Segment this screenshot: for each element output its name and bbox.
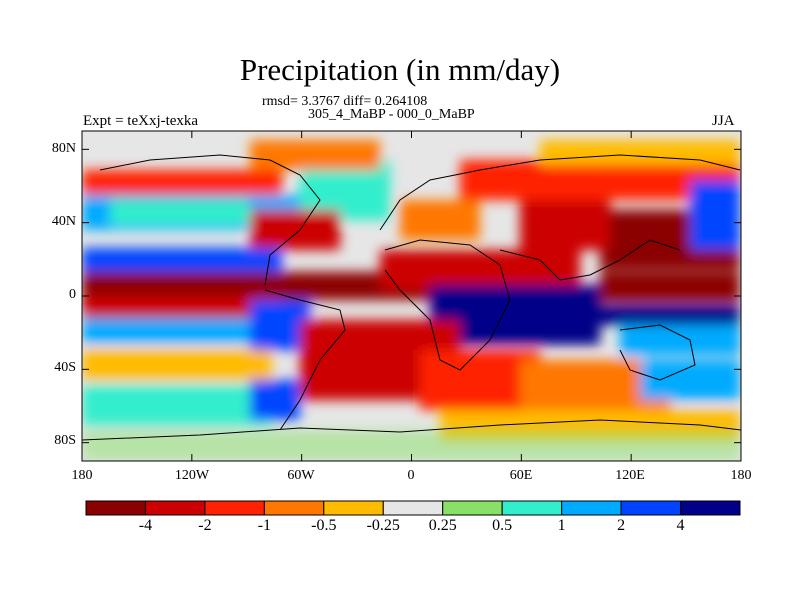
coastline-south-america xyxy=(264,289,346,431)
field-band xyxy=(82,350,272,380)
field-band xyxy=(540,140,740,165)
field-band xyxy=(620,325,740,355)
colorbar-swatch xyxy=(382,500,444,516)
lat-label: 40N xyxy=(51,214,76,229)
lon-label: 60E xyxy=(509,468,533,483)
coastline-africa xyxy=(384,239,511,371)
colorbar-label: -4 xyxy=(138,517,153,534)
lon-label: 0 xyxy=(407,468,415,483)
field-band xyxy=(690,180,740,250)
colorbar-label: 0.5 xyxy=(492,517,513,534)
field-band xyxy=(82,385,272,425)
lon-label: 60W xyxy=(287,468,315,483)
axis-ticks xyxy=(81,131,742,461)
colorbar xyxy=(85,500,741,516)
colorbar-swatch xyxy=(323,500,384,516)
coastline-north-america xyxy=(99,154,321,286)
colorbar-swatch xyxy=(620,500,682,516)
coastlines xyxy=(82,154,741,441)
coastline-eurasia xyxy=(379,154,741,231)
colorbar-label: 0.25 xyxy=(428,517,457,534)
colorbar-swatch xyxy=(561,500,622,516)
colorbar-label: -1 xyxy=(257,517,272,534)
field-band xyxy=(250,380,300,420)
stats-line: rmsd= 3.3767 diff= 0.264108 xyxy=(262,94,428,109)
colorbar-label: 2 xyxy=(617,517,626,534)
field-band xyxy=(600,305,740,325)
experiment-label: Expt = teXxj-texka xyxy=(83,113,199,129)
lon-label: 180 xyxy=(730,468,752,483)
plot-title: Precipitation (in mm/day) xyxy=(239,52,561,87)
coastline-antarctica xyxy=(82,419,741,441)
colorbar-label: 4 xyxy=(676,517,685,534)
colorbar-label: -0.25 xyxy=(366,517,400,534)
field-band xyxy=(600,272,740,302)
colorbar-swatch xyxy=(263,500,325,516)
lat-label: 80N xyxy=(51,141,76,156)
field-band xyxy=(250,210,340,250)
lat-label: 0 xyxy=(69,287,76,302)
lon-label: 120E xyxy=(615,468,645,483)
colorbar-swatch xyxy=(442,500,503,516)
lon-label: 180 xyxy=(71,468,93,483)
case-line: 305_4_MaBP - 000_0_MaBP xyxy=(308,107,475,122)
field-band xyxy=(82,170,282,195)
lat-label: 80S xyxy=(54,433,76,448)
coastline-australia xyxy=(619,324,696,381)
colorbar-swatch xyxy=(680,500,741,516)
field-band xyxy=(520,200,610,250)
field-band xyxy=(380,250,580,290)
field-band xyxy=(110,200,250,225)
colorbar-label: 1 xyxy=(557,517,566,534)
colorbar-label: -2 xyxy=(198,517,212,534)
colorbar-label: -0.5 xyxy=(311,517,337,534)
field-band xyxy=(82,296,282,318)
colorbar-swatch xyxy=(85,500,146,516)
colorbar-swatch xyxy=(501,500,563,516)
field-band xyxy=(640,360,740,400)
coastline-asia-south xyxy=(499,239,681,281)
lat-label: 40S xyxy=(54,360,76,375)
colorbar-swatch xyxy=(204,500,265,516)
lon-label: 120W xyxy=(174,468,210,483)
colorbar-swatch xyxy=(144,500,206,516)
season-label: JJA xyxy=(712,113,735,129)
field-band xyxy=(250,140,380,170)
field-band xyxy=(82,272,432,300)
field-band xyxy=(400,200,480,240)
field-band xyxy=(82,248,282,276)
